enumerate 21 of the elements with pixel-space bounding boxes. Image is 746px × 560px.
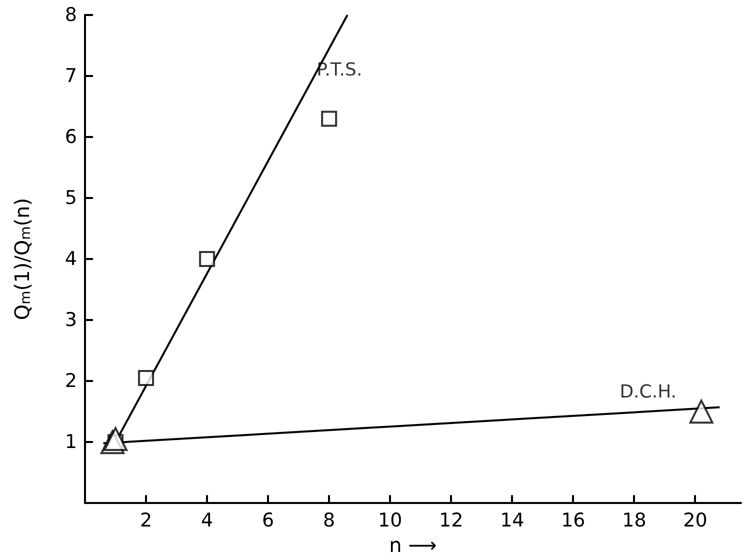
x-tick-label: 2 (140, 510, 152, 532)
x-tick-label: 8 (323, 510, 336, 532)
x-tick-label: 6 (262, 510, 274, 532)
y-tick-label: 8 (64, 4, 77, 26)
annotation: D.C.H. (620, 381, 677, 402)
y-tick-label: 1 (64, 431, 77, 454)
x-tick-label: 14 (500, 510, 524, 532)
y-tick-label: 2 (64, 370, 77, 392)
x-tick-label: 20 (683, 510, 708, 532)
y-tick-label: 5 (64, 187, 77, 210)
x-tick-label: 12 (439, 510, 464, 532)
x-tick-label: 4 (201, 510, 214, 532)
y-tick-label: 6 (64, 126, 77, 148)
y-tick-label: 3 (64, 309, 77, 332)
x-tick-label: 16 (561, 510, 586, 532)
x-axis-title: n ⟶ (389, 533, 437, 557)
y-tick-label: 4 (64, 248, 77, 270)
x-tick-label: 10 (378, 510, 402, 532)
x-tick-label: 18 (622, 510, 646, 532)
y-axis-title: Qm(1)/Qm(n) (10, 198, 34, 320)
y-tick-label: 7 (64, 65, 77, 88)
